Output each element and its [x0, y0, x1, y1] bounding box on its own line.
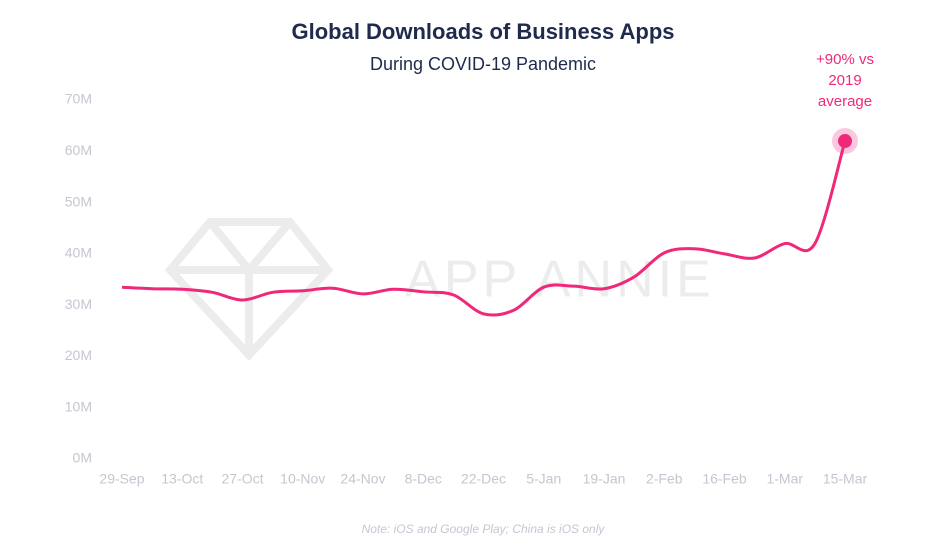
annotation: +90% vs [816, 51, 874, 68]
highlight-point [838, 134, 852, 149]
annotation: 2019 [828, 72, 861, 89]
y-tick-label: 0M [73, 450, 92, 466]
y-tick-label: 70M [65, 91, 92, 107]
x-tick-label: 15-Mar [823, 471, 868, 487]
x-tick-label: 16-Feb [702, 471, 747, 487]
x-tick-label: 8-Dec [405, 471, 442, 487]
x-tick-label: 10-Nov [280, 471, 325, 487]
x-tick-label: 19-Jan [583, 471, 626, 487]
x-tick-label: 5-Jan [526, 471, 561, 487]
x-tick-label: 2-Feb [646, 471, 683, 487]
chart-subtitle: During COVID-19 Pandemic [370, 54, 596, 74]
y-tick-label: 60M [65, 142, 92, 158]
line [121, 140, 847, 317]
y-tick-label: 30M [65, 296, 92, 312]
x-tick-label: 22-Dec [461, 471, 506, 487]
x-tick-label: 13-Oct [161, 471, 203, 487]
note: Note: iOS and Google Play; China is iOS … [362, 522, 606, 536]
watermark-logo [164, 218, 334, 361]
chart-title: Global Downloads of Business Apps [291, 19, 674, 44]
annotation: average [818, 93, 872, 110]
x-tick-label: 24-Nov [340, 471, 385, 487]
x-tick-label: 27-Oct [221, 471, 263, 487]
x-tick-label: 29-Sep [99, 471, 144, 487]
watermark: APP ANNIE [405, 251, 715, 309]
y-tick-label: 10M [65, 398, 92, 414]
y-tick-label: 20M [65, 347, 92, 363]
y-tick-label: 50M [65, 193, 92, 209]
x-tick-label: 1-Mar [766, 471, 803, 487]
y-tick-label: 40M [65, 245, 92, 261]
